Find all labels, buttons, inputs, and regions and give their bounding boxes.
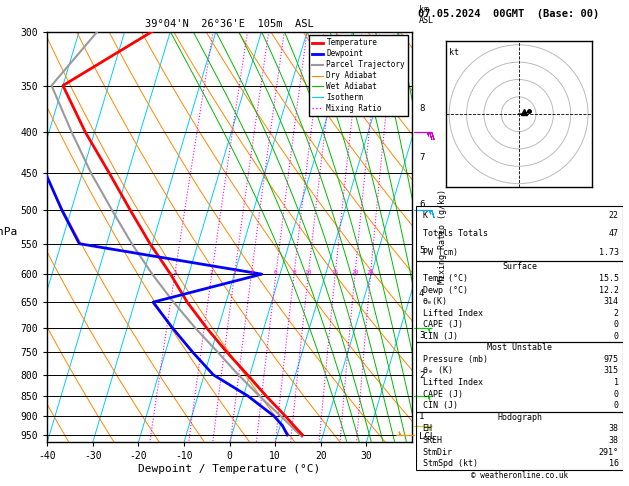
Text: Mixing Ratio (g/kg): Mixing Ratio (g/kg)	[438, 190, 447, 284]
Text: 4: 4	[419, 290, 425, 298]
Text: 6: 6	[274, 270, 278, 275]
Text: 291°: 291°	[599, 448, 618, 456]
Text: PW (cm): PW (cm)	[423, 248, 457, 257]
Text: 0: 0	[613, 401, 618, 410]
Text: K: K	[423, 211, 428, 220]
Text: 3: 3	[233, 270, 237, 275]
Text: θₑ(K): θₑ(K)	[423, 297, 448, 306]
Text: 975: 975	[604, 355, 618, 364]
Text: 1: 1	[173, 270, 177, 275]
Text: CIN (J): CIN (J)	[423, 332, 457, 341]
Text: 12.2: 12.2	[599, 286, 618, 295]
Text: 25: 25	[367, 270, 374, 275]
Text: 315: 315	[604, 366, 618, 376]
Text: 38: 38	[609, 436, 618, 445]
Text: CAPE (J): CAPE (J)	[423, 390, 462, 399]
Text: 22: 22	[609, 211, 618, 220]
Text: Surface: Surface	[502, 262, 537, 272]
Text: Totals Totals: Totals Totals	[423, 229, 487, 239]
Text: 7: 7	[419, 153, 425, 162]
Text: 1: 1	[419, 412, 425, 420]
X-axis label: Dewpoint / Temperature (°C): Dewpoint / Temperature (°C)	[138, 464, 321, 474]
Text: kt: kt	[449, 48, 459, 57]
Text: LCL: LCL	[419, 433, 435, 441]
Text: 0: 0	[613, 332, 618, 341]
Text: 2: 2	[419, 371, 425, 380]
Text: 47: 47	[609, 229, 618, 239]
Text: Most Unstable: Most Unstable	[487, 344, 552, 352]
Text: Lifted Index: Lifted Index	[423, 378, 482, 387]
Text: Temp (°C): Temp (°C)	[423, 274, 467, 283]
Text: Dewp (°C): Dewp (°C)	[423, 286, 467, 295]
Text: © weatheronline.co.uk: © weatheronline.co.uk	[471, 471, 568, 480]
Text: StmDir: StmDir	[423, 448, 453, 456]
Text: CAPE (J): CAPE (J)	[423, 320, 462, 330]
Title: 39°04'N  26°36'E  105m  ASL: 39°04'N 26°36'E 105m ASL	[145, 19, 314, 30]
Text: EH: EH	[423, 424, 433, 433]
Text: SREH: SREH	[423, 436, 443, 445]
Text: Lifted Index: Lifted Index	[423, 309, 482, 318]
Text: StmSpd (kt): StmSpd (kt)	[423, 459, 477, 468]
Text: 10: 10	[304, 270, 312, 275]
Text: 8: 8	[419, 104, 425, 113]
Text: 2: 2	[613, 309, 618, 318]
Text: 07.05.2024  00GMT  (Base: 00): 07.05.2024 00GMT (Base: 00)	[418, 9, 599, 19]
Text: Hodograph: Hodograph	[497, 413, 542, 422]
Legend: Temperature, Dewpoint, Parcel Trajectory, Dry Adiabat, Wet Adiabat, Isotherm, Mi: Temperature, Dewpoint, Parcel Trajectory…	[309, 35, 408, 116]
Text: 3: 3	[419, 331, 425, 340]
Text: 0: 0	[613, 390, 618, 399]
Text: 314: 314	[604, 297, 618, 306]
Text: 15.5: 15.5	[599, 274, 618, 283]
Text: 4: 4	[250, 270, 253, 275]
Text: θₑ (K): θₑ (K)	[423, 366, 453, 376]
Text: 8: 8	[292, 270, 296, 275]
Text: Pressure (mb): Pressure (mb)	[423, 355, 487, 364]
Text: 38: 38	[609, 424, 618, 433]
Text: 6: 6	[419, 200, 425, 209]
Text: 15: 15	[331, 270, 339, 275]
Text: 5: 5	[419, 245, 425, 255]
Text: 20: 20	[351, 270, 359, 275]
Text: 0: 0	[613, 320, 618, 330]
Text: km
ASL: km ASL	[419, 5, 434, 25]
Y-axis label: hPa: hPa	[0, 227, 17, 237]
Text: CIN (J): CIN (J)	[423, 401, 457, 410]
Text: 2: 2	[210, 270, 214, 275]
Text: 16: 16	[609, 459, 618, 468]
Text: 1: 1	[613, 378, 618, 387]
Text: 1.73: 1.73	[599, 248, 618, 257]
